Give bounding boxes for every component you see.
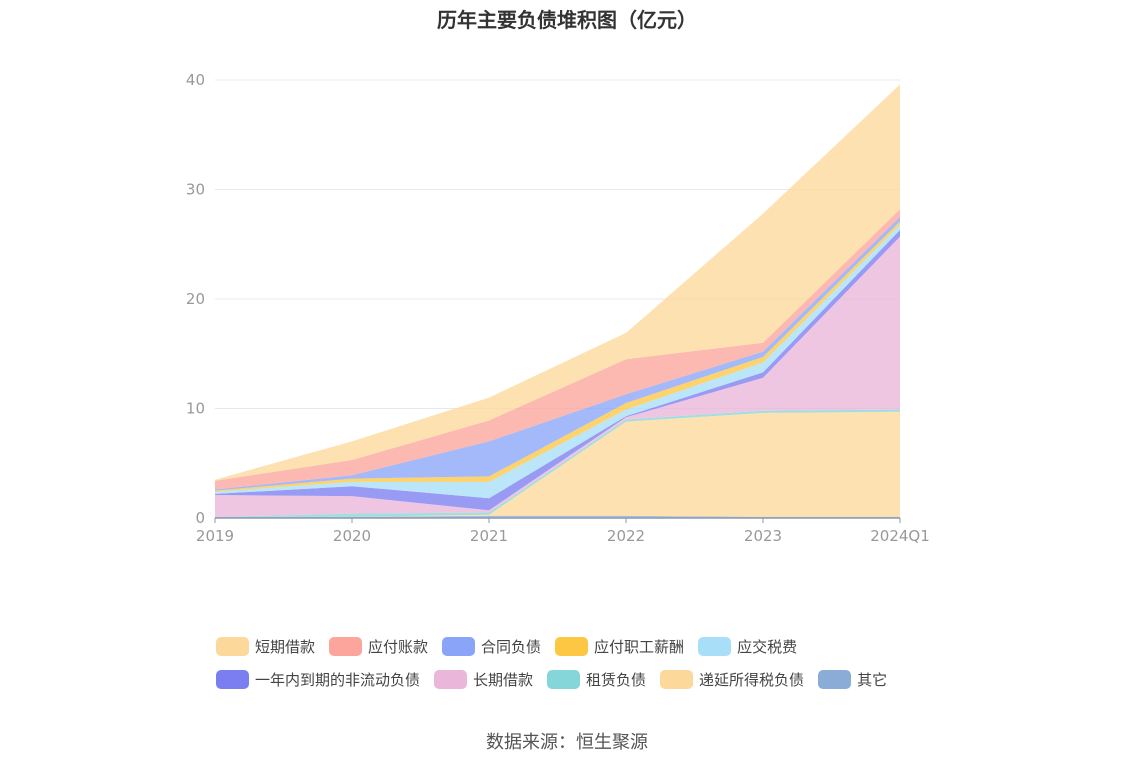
legend-swatch (660, 670, 694, 689)
area-series-8[interactable] (215, 216, 900, 491)
legend-item[interactable]: 一年内到期的非流动负债 (216, 669, 420, 690)
legend-item[interactable]: 应付账款 (329, 636, 428, 657)
legend-label: 短期借款 (255, 638, 316, 656)
y-tick-label: 30 (186, 181, 205, 199)
legend-item[interactable]: 长期借款 (434, 669, 533, 690)
x-tick-label: 2023 (744, 527, 782, 545)
legend-swatch (547, 670, 581, 689)
legend-item[interactable]: 应付职工薪酬 (555, 636, 684, 657)
legend-swatch (216, 637, 249, 656)
legend-label: 应交税费 (737, 638, 798, 656)
legend: 短期借款 应付账款 合同负债 应付职工薪酬 应交税费 一年内到期的非流动负债 长期借款 租赁… (216, 630, 936, 696)
area-series-9[interactable] (215, 209, 900, 490)
legend-swatch (698, 637, 732, 656)
legend-item[interactable]: 递延所得税负债 (660, 669, 804, 690)
x-tick-label: 2019 (196, 527, 234, 545)
legend-item[interactable]: 应交税费 (698, 636, 797, 657)
legend-row: 一年内到期的非流动负债 长期借款 租赁负债 递延所得税负债 其它 (216, 663, 936, 696)
legend-swatch (329, 637, 363, 656)
y-tick-label: 0 (195, 509, 205, 527)
legend-swatch (434, 670, 468, 689)
y-tick-label: 20 (186, 290, 205, 308)
legend-label: 一年内到期的非流动负债 (255, 671, 421, 689)
legend-swatch (442, 637, 476, 656)
chart-title: 历年主要负债堆积图（亿元） (437, 8, 697, 32)
legend-label: 应付账款 (368, 638, 429, 656)
x-tick-label: 2024Q1 (870, 527, 930, 545)
legend-item[interactable]: 租赁负债 (547, 669, 646, 690)
legend-label: 应付职工薪酬 (594, 638, 685, 656)
legend-swatch (818, 670, 852, 689)
area-series-2[interactable] (215, 411, 900, 517)
legend-label: 长期借款 (473, 671, 534, 689)
legend-label: 其它 (857, 671, 888, 689)
axes: 0 10 20 30 40 2019 2020 2021 2022 2023 2024Q1 (186, 71, 930, 545)
x-tick-label: 2020 (333, 527, 371, 545)
area-series (215, 84, 900, 518)
legend-label: 租赁负债 (586, 671, 647, 689)
x-tick-label: 2021 (470, 527, 508, 545)
x-tick-label: 2022 (607, 527, 645, 545)
legend-item[interactable]: 合同负债 (442, 636, 541, 657)
legend-item[interactable]: 短期借款 (216, 636, 315, 657)
legend-label: 合同负债 (481, 638, 542, 656)
area-series-10[interactable] (215, 84, 900, 481)
legend-row: 短期借款 应付账款 合同负债 应付职工薪酬 应交税费 (216, 630, 936, 663)
legend-swatch (216, 670, 249, 689)
y-tick-label: 40 (186, 71, 205, 89)
legend-swatch (555, 637, 589, 656)
source-note: 数据来源：恒生聚源 (486, 732, 648, 753)
legend-item[interactable]: 其它 (818, 669, 887, 690)
y-tick-label: 10 (186, 400, 205, 418)
legend-label: 递延所得税负债 (699, 671, 805, 689)
